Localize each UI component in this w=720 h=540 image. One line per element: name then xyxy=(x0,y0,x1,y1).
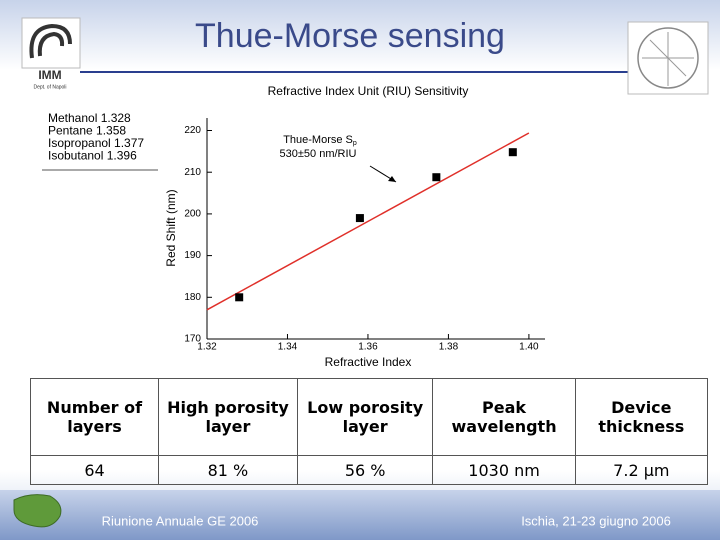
data-point xyxy=(432,173,441,182)
y-tick-label: 220 xyxy=(184,125,201,136)
x-tick-label: 1.36 xyxy=(358,342,378,353)
cell: 64 xyxy=(29,455,160,485)
fit-line xyxy=(206,132,530,311)
point-label: Pentane 1.358 xyxy=(48,124,126,138)
chart-title: Refractive Index Unit (RIU) Sensitivity xyxy=(268,84,469,98)
x-tick-label: 1.38 xyxy=(439,342,459,353)
x-tick-label: 1.32 xyxy=(197,342,217,353)
header-cell: Low porosity layer xyxy=(296,378,434,456)
annotation-arrowhead xyxy=(388,176,396,182)
cell: 81 % xyxy=(158,455,298,485)
footer-band xyxy=(0,490,720,540)
x-axis-label: Refractive Index xyxy=(325,355,412,369)
fit-label-text: Thue-Morse S xyxy=(283,134,353,146)
point-label: Methanol 1.328 xyxy=(48,111,131,125)
emblem-figure xyxy=(642,32,694,86)
logo-text: IMM xyxy=(38,68,61,82)
cell: 1030 nm xyxy=(432,455,576,485)
fit-label-sub: p xyxy=(353,140,357,147)
point-label: Isopropanol 1.377 xyxy=(48,136,144,150)
footer-left: Riunione Annuale GE 2006 xyxy=(102,513,259,528)
y-axis-label: Red Shift (nm) xyxy=(164,189,178,266)
y-tick-label: 190 xyxy=(184,250,201,261)
header-cell: High porosity layer xyxy=(158,378,298,456)
y-tick-label: 210 xyxy=(184,167,201,178)
logo-mark xyxy=(29,23,72,59)
x-tick-label: 1.40 xyxy=(519,342,539,353)
logo-subtext: Dept. of Napoli xyxy=(33,84,66,90)
footer-right: Ischia, 21-23 giugno 2006 xyxy=(521,513,671,528)
header-cell: Peak wavelength xyxy=(432,378,576,456)
y-tick-label: 200 xyxy=(184,209,201,220)
header-cell: Device thickness xyxy=(574,378,709,456)
y-tick-label: 180 xyxy=(184,292,201,303)
cell: 7.2 µm xyxy=(574,455,709,485)
footer-logo xyxy=(13,494,62,528)
fit-label: Thue-Morse Sp xyxy=(283,134,357,147)
data-point xyxy=(508,148,517,157)
point-label: Isobutanol 1.396 xyxy=(48,149,137,163)
data-point xyxy=(355,214,364,223)
y-tick-label: 170 xyxy=(184,334,201,345)
parameters-table: Number of layers High porosity layer Low… xyxy=(29,378,709,485)
emblem xyxy=(637,27,699,89)
cell: 56 % xyxy=(296,455,434,485)
header-cell: Number of layers xyxy=(29,378,160,456)
fit-slope: 530±50 nm/RIU xyxy=(280,148,357,160)
x-tick-label: 1.34 xyxy=(278,342,298,353)
slide-title: Thue-Morse sensing xyxy=(195,17,505,55)
data-point xyxy=(235,293,244,302)
